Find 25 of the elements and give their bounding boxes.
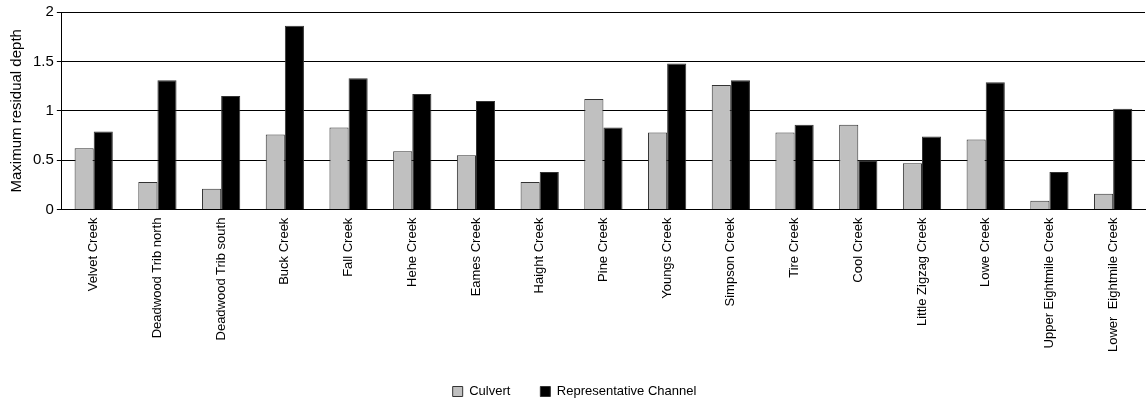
legend-label: Culvert bbox=[469, 383, 511, 399]
y-axis-title: Maximum residual depth bbox=[7, 29, 25, 193]
x-tick-label: Cool Creek bbox=[849, 217, 865, 283]
x-tick-label: Upper Eightmile Creek bbox=[1041, 217, 1057, 349]
x-tick-label: Lowe Creek bbox=[977, 217, 993, 287]
legend-label: Representative Channel bbox=[556, 383, 697, 399]
x-tick-label: Pine Creek bbox=[595, 217, 610, 282]
x-tick-label: Hehe Creek bbox=[403, 217, 419, 287]
x-tick-label: Tire Creek bbox=[786, 217, 802, 278]
y-tick-label: 2 bbox=[45, 2, 54, 20]
x-tick-label: Simpson Creek bbox=[722, 217, 738, 307]
x-tick-label: Haight Creek bbox=[531, 217, 547, 294]
y-tick-label: 0.5 bbox=[32, 150, 54, 168]
x-tick-label: Lower Eightmile Creek bbox=[1104, 217, 1120, 352]
y-tick-label: 1 bbox=[45, 100, 54, 118]
x-tick-label: Youngs Creek bbox=[658, 217, 674, 299]
x-tick-label: Deadwood Trib north bbox=[149, 217, 164, 339]
x-tick-label: Velvet Creek bbox=[85, 217, 101, 292]
x-tick-label: Deadwood Trib south bbox=[212, 217, 228, 341]
y-tick-label: 0 bbox=[45, 199, 54, 217]
x-tick-label: Fall Creek bbox=[340, 217, 356, 277]
x-tick-label: Eames Creek bbox=[467, 217, 483, 297]
x-tick-label: Little Zigzag Creek bbox=[913, 217, 929, 326]
y-tick-label: 1.5 bbox=[32, 51, 54, 69]
x-tick-label: Buck Creek bbox=[276, 217, 292, 285]
